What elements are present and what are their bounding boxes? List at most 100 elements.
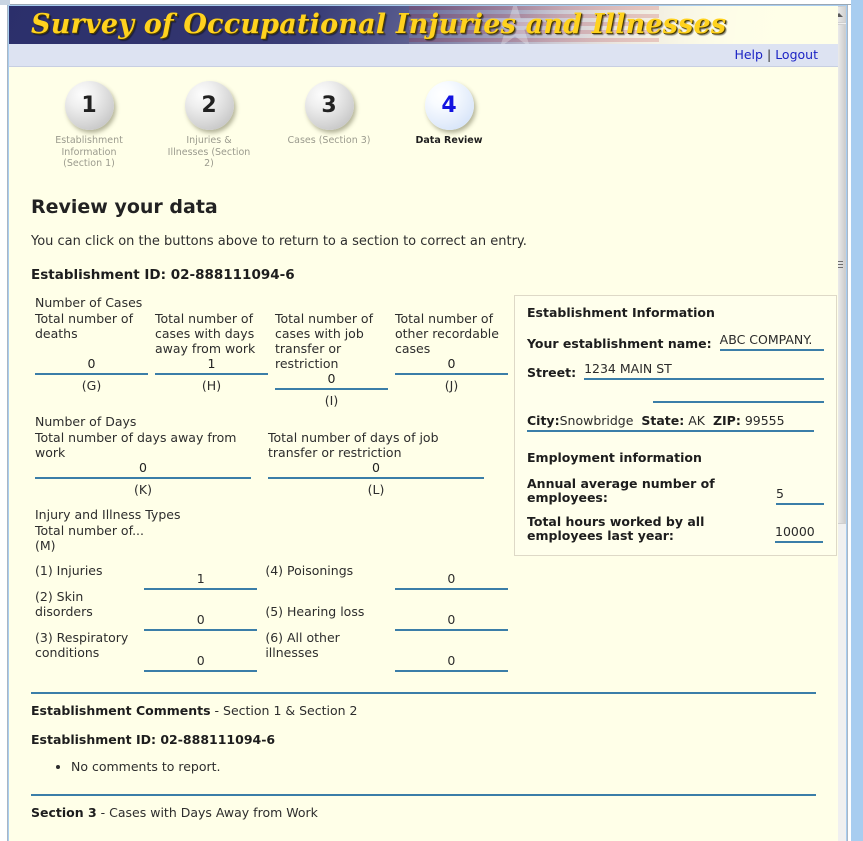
number-of-days-grid: Total number of days away from work 0 (K… [35, 430, 508, 497]
number-of-cases-title: Number of Cases [35, 294, 143, 310]
establishment-name-value[interactable]: ABC COMPANY. [719, 332, 824, 351]
annual-employees-label: Annual average number of employees: [527, 475, 715, 505]
section-stepper: 1 Establishment Information (Section 1) … [29, 67, 818, 170]
case-column-i-value: 0 [275, 371, 388, 390]
case-column-h-header: Total number of cases with days away fro… [155, 310, 256, 356]
case-column-h: Total number of cases with days away fro… [155, 311, 268, 408]
annual-employees-value[interactable]: 5 [776, 486, 824, 505]
iit-row-2-right-value: 0 [394, 588, 508, 631]
establishment-panel-title: Establishment Information [527, 304, 715, 320]
days-column-l-code: (L) [367, 481, 385, 497]
iit-row-3-right-label: (6) All other illnesses [265, 629, 340, 660]
step-4-data-review[interactable]: 4 Data Review [405, 81, 493, 170]
logout-link[interactable]: Logout [775, 47, 818, 62]
step-3-circle[interactable]: 3 [304, 81, 354, 130]
site-banner: Survey of Occupational Injuries and Illn… [9, 6, 838, 44]
street-label-spacer [527, 389, 645, 403]
days-column-k: Total number of days away from work 0 (K… [35, 430, 251, 497]
injury-illness-types-subtitle: Total number of... [35, 522, 144, 538]
iit-row-2-left-label: (2) Skin disorders [35, 588, 93, 619]
step-3-cases[interactable]: 3 Cases (Section 3) [285, 81, 373, 170]
step-4-circle[interactable]: 4 [424, 81, 474, 130]
total-hours-row: Total hours worked by all employees last… [527, 513, 824, 543]
establishment-name-label: Your establishment name: [527, 335, 712, 351]
establishment-name-row: Your establishment name: ABC COMPANY. [527, 332, 824, 351]
window-top-left-corner [0, 0, 10, 5]
case-column-h-code: (H) [201, 377, 222, 393]
street-label: Street: [527, 364, 577, 380]
establishment-information-panel: Establishment Information Your establish… [514, 294, 837, 556]
iit-row-3-right-value: 0 [394, 629, 508, 672]
days-column-k-code: (K) [134, 481, 152, 497]
case-column-h-value: 1 [155, 356, 268, 375]
case-column-j-header: Total number of other recordable cases [395, 310, 499, 356]
table-row: (3) Respiratory conditions 0 (6) All oth… [35, 629, 508, 672]
state-value: AK [688, 412, 705, 428]
window-top-edge [0, 0, 863, 5]
step-2-circle[interactable]: 2 [184, 81, 234, 130]
window-right-inner-edge [847, 5, 851, 841]
iit-row-2-left-value: 0 [144, 588, 258, 631]
street-value-line-2[interactable] [653, 384, 824, 403]
street-value-line-1[interactable]: 1234 MAIN ST [584, 361, 824, 380]
main-content: 1 Establishment Information (Section 1) … [9, 67, 838, 820]
city-state-zip-row[interactable]: City:Snowbridge State: AK ZIP: 99555 [527, 413, 814, 432]
scrollbar-grip-icon [835, 261, 843, 270]
iit-row-2-right-label: (5) Hearing loss [265, 603, 365, 619]
total-hours-label: Total hours worked by all employees last… [527, 513, 705, 543]
street-row-1: Street: 1234 MAIN ST [527, 361, 824, 380]
banner-title: Survey of Occupational Injuries and Illn… [31, 9, 727, 40]
table-row: (2) Skin disorders 0 (5) Hearing loss 0 [35, 588, 508, 631]
days-column-k-value: 0 [35, 460, 251, 479]
comments-list: No comments to report. [29, 759, 818, 774]
days-column-l: Total number of days of job transfer or … [268, 430, 484, 497]
case-column-j-code: (J) [444, 377, 459, 393]
case-column-g-value: 0 [35, 356, 148, 375]
case-column-g: Total number of deaths 0 (G) [35, 311, 148, 408]
divider-above-section-3 [31, 793, 816, 796]
section-3-heading-bold: Section 3 [31, 804, 97, 820]
injury-illness-types-table: (1) Injuries 1 (4) Poisonings 0 (2) Skin… [35, 562, 508, 672]
step-3-label: Cases (Section 3) [287, 135, 371, 146]
utility-separator: | [766, 47, 772, 62]
section-3-heading-rest: - Cases with Days Away from Work [96, 804, 318, 820]
iit-row-1-left-label: (1) Injuries [35, 562, 103, 578]
page-title: Review your data [31, 195, 218, 218]
review-left-column: Number of Cases Total number of deaths 0… [29, 295, 508, 672]
case-column-g-code: (G) [81, 377, 102, 393]
step-1-label: Establishment Information (Section 1) [55, 135, 123, 169]
iit-row-1-right-value: 0 [394, 562, 508, 590]
case-column-i-header: Total number of cases with job transfer … [275, 310, 373, 371]
window-right-edge [851, 0, 863, 841]
state-label: State: [641, 412, 685, 428]
days-column-l-header: Total number of days of job transfer or … [268, 429, 439, 460]
instruction-text: You can click on the buttons above to re… [31, 233, 527, 249]
days-column-k-header: Total number of days away from work [35, 429, 237, 460]
review-body: Number of Cases Total number of deaths 0… [29, 294, 837, 672]
establishment-comments-heading-bold: Establishment Comments [31, 702, 211, 718]
city-value: Snowbridge [559, 412, 634, 428]
section-3-heading: Section 3 - Cases with Days Away from Wo… [31, 805, 818, 820]
step-2-injuries-illnesses[interactable]: 2 Injuries & Illnesses (Section 2) [165, 81, 253, 170]
help-link[interactable]: Help [734, 47, 763, 62]
step-4-label: Data Review [415, 135, 483, 146]
zip-label: ZIP: [712, 412, 741, 428]
days-column-l-value: 0 [268, 460, 484, 479]
step-1-establishment-information[interactable]: 1 Establishment Information (Section 1) [45, 81, 133, 170]
employment-information-title: Employment information [527, 449, 702, 465]
annual-employees-row: Annual average number of employees: 5 [527, 475, 824, 505]
iit-row-1-left-value: 1 [144, 562, 258, 590]
case-column-j: Total number of other recordable cases 0… [395, 311, 508, 408]
case-column-g-header: Total number of deaths [35, 310, 133, 341]
list-item: No comments to report. [71, 759, 818, 774]
total-hours-value[interactable]: 10000 [775, 524, 823, 543]
step-1-circle[interactable]: 1 [64, 81, 114, 130]
injury-illness-types-code: (M) [35, 537, 56, 553]
zip-value: 99555 [744, 412, 785, 428]
establishment-comments-heading: Establishment Comments - Section 1 & Sec… [31, 703, 818, 718]
iit-row-3-left-value: 0 [144, 629, 258, 672]
street-row-2 [527, 384, 824, 403]
number-of-days-title: Number of Days [35, 413, 137, 429]
utility-bar: Help | Logout [9, 44, 838, 67]
